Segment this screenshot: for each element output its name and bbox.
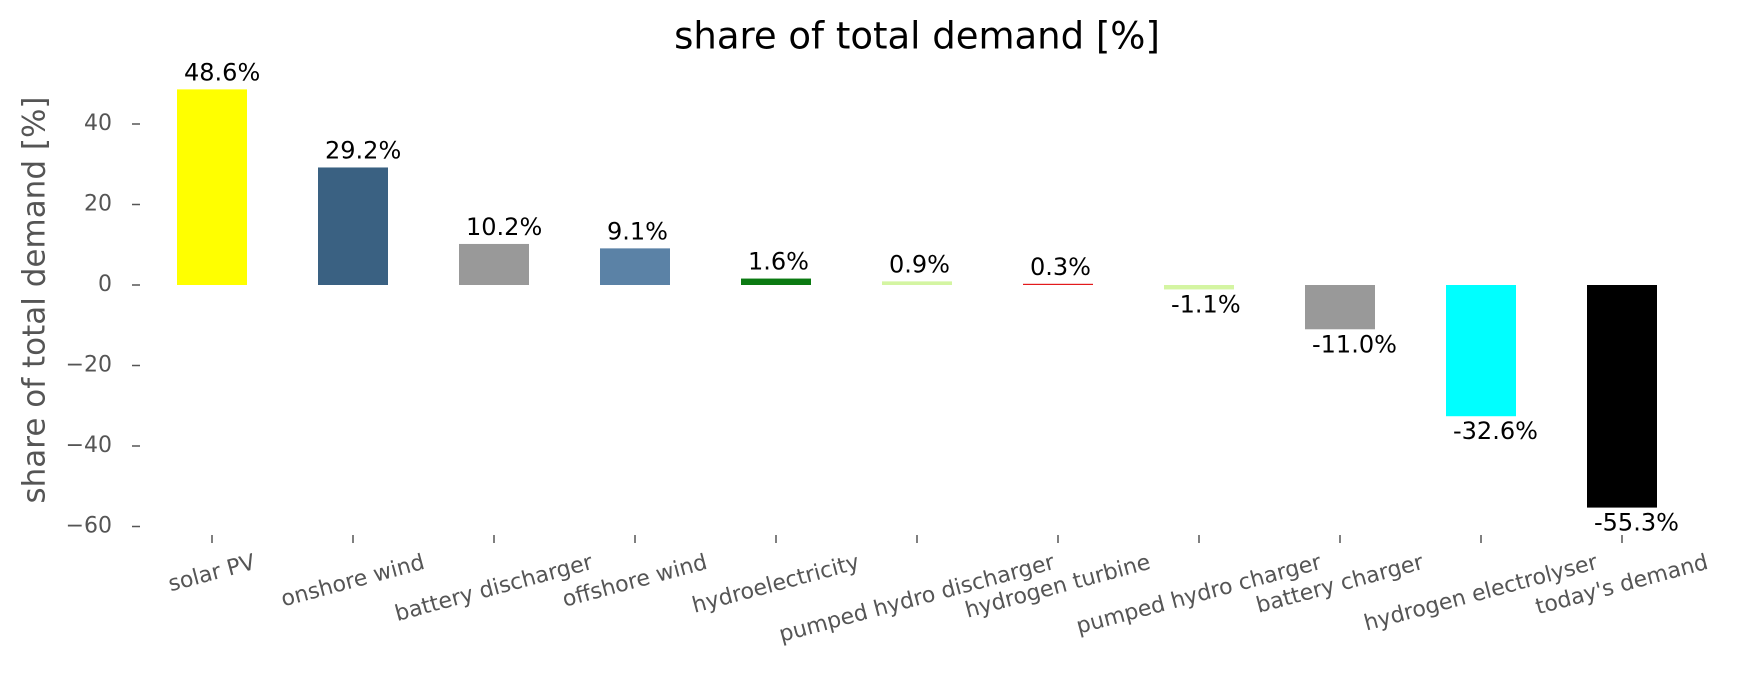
- x-tick-label: solar PV: [166, 550, 258, 597]
- value-label: 29.2%: [325, 136, 401, 164]
- value-label: -11.0%: [1312, 330, 1397, 358]
- bar: [1446, 285, 1516, 417]
- y-axis-label: share of total demand [%]: [17, 96, 53, 503]
- value-label: 1.6%: [748, 248, 809, 276]
- bar: [600, 248, 670, 285]
- value-label: -1.1%: [1171, 290, 1241, 318]
- value-label: 0.9%: [889, 250, 950, 278]
- bar: [1587, 285, 1657, 508]
- bar: [882, 281, 952, 285]
- y-tick-label: −40: [66, 433, 112, 458]
- value-label: 9.1%: [607, 217, 668, 245]
- bar: [177, 89, 247, 285]
- value-label: 10.2%: [466, 213, 542, 241]
- y-tick-label: −60: [66, 514, 112, 539]
- y-tick-label: 20: [84, 192, 112, 217]
- value-label: 0.3%: [1030, 253, 1091, 281]
- bar: [741, 278, 811, 285]
- bar: [1023, 283, 1093, 285]
- chart-title: share of total demand [%]: [674, 15, 1160, 58]
- value-label: -55.3%: [1594, 509, 1679, 537]
- value-label: -32.6%: [1453, 417, 1538, 445]
- bar: [459, 243, 529, 285]
- y-tick-label: 40: [84, 111, 112, 136]
- bar: [1164, 285, 1234, 290]
- y-tick-label: −20: [66, 353, 112, 378]
- bar: [318, 167, 388, 285]
- value-label: 48.6%: [184, 58, 260, 86]
- y-tick-label: 0: [98, 272, 112, 297]
- bar: [1305, 285, 1375, 330]
